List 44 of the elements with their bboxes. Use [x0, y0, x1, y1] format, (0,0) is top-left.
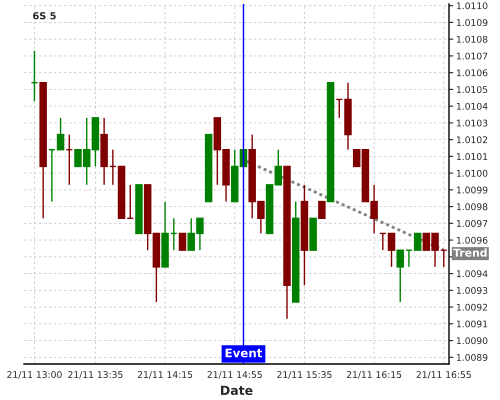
candlestick: [396, 249, 404, 303]
y-tick-label: 1.0090: [456, 337, 488, 344]
y-tick-label: 1.0097: [456, 220, 488, 227]
x-axis-title: Date: [221, 386, 253, 396]
x-tick-label: 21/11 13:00: [7, 371, 62, 379]
candlestick: [318, 200, 326, 220]
candlestick: [379, 232, 387, 251]
y-tick-label: 1.0092: [456, 304, 488, 311]
x-tick-label: 21/11 14:55: [208, 371, 262, 379]
series-label: Trend: [453, 248, 487, 257]
y-tick-label: 1.0107: [456, 52, 488, 60]
candlestick: [48, 148, 56, 202]
y-tick-label: 1.0093: [456, 287, 488, 294]
candlestick: [178, 232, 186, 251]
y-tick-label: 1.0105: [456, 86, 488, 94]
candlestick: [109, 148, 117, 186]
y-tick-label: 1.0110: [456, 2, 488, 10]
candlestick: [414, 232, 422, 251]
candlestick: [30, 50, 38, 102]
x-tick-label: 21/11 13:35: [68, 371, 122, 379]
ref-line-label: Event: [226, 348, 262, 358]
candlestick: [388, 232, 396, 268]
candlestick: [66, 134, 74, 186]
text: 6S 5: [33, 12, 56, 20]
y-tick-label: 1.0096: [456, 236, 488, 244]
x-tick-label: 21/11 16:55: [416, 371, 471, 379]
y-tick-label: 1.0094: [456, 270, 488, 278]
y-tick-label: 1.0102: [456, 136, 488, 144]
y-tick-label: 1.0099: [456, 186, 488, 194]
y-tick-label: 1.0109: [456, 19, 488, 26]
y-tick-label: 1.0108: [456, 36, 488, 43]
x-tick-label: 21/11 15:35: [277, 371, 332, 379]
y-tick-label: 1.0089: [456, 354, 488, 361]
y-tick-label: 1.0100: [456, 170, 488, 177]
candlestick: [56, 117, 64, 150]
y-tick-label: 1.0106: [456, 69, 488, 76]
y-tick-label: 1.0091: [456, 320, 488, 328]
x-tick-label: 21/11 14:15: [138, 371, 192, 379]
y-tick-label: 1.0104: [456, 102, 488, 110]
y-tick-label: 1.0101: [456, 153, 488, 160]
x-tick-label: 21/11 16:15: [346, 371, 402, 379]
candlestick: [405, 249, 413, 268]
y-tick-label: 1.0098: [456, 203, 488, 210]
y-tick-label: 1.0103: [456, 120, 488, 126]
